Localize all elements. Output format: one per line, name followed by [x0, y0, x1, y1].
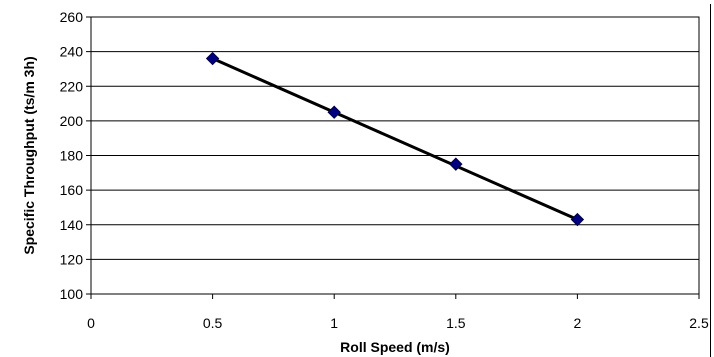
y-tick-label: 140	[60, 217, 84, 233]
y-tick-label: 200	[60, 113, 84, 129]
trendline-group	[211, 57, 579, 221]
data-point-marker	[327, 105, 341, 119]
y-tick-label: 260	[60, 9, 84, 25]
y-axis-title: Specific Throughput (ts/m 3h)	[21, 56, 37, 254]
y-tick-label: 180	[60, 148, 84, 164]
tick-labels: 100 120 140 160 180 200 220 240 260 0 0.5 1 1.5 2 2.5	[60, 9, 709, 331]
axis-ticks	[86, 16, 700, 299]
y-tick-label: 220	[60, 78, 84, 94]
x-axis-title: Roll Speed (m/s)	[340, 339, 450, 355]
data-markers	[205, 51, 585, 227]
gridlines	[91, 51, 699, 260]
x-tick-label: 0.5	[203, 315, 223, 331]
y-tick-label: 240	[60, 44, 84, 60]
x-tick-label: 1	[330, 315, 338, 331]
x-tick-label: 2.5	[689, 315, 709, 331]
data-point-marker	[449, 157, 463, 171]
x-tick-label: 1.5	[446, 315, 466, 331]
data-point-marker	[205, 51, 220, 66]
y-tick-label: 160	[60, 182, 84, 198]
data-point-marker	[570, 212, 585, 227]
y-tick-label: 100	[60, 286, 84, 302]
x-tick-label: 0	[87, 315, 95, 331]
y-tick-label: 120	[60, 251, 84, 267]
x-tick-label: 2	[574, 315, 582, 331]
trendline	[211, 57, 579, 221]
